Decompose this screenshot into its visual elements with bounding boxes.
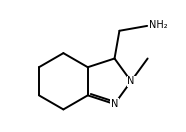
Text: N: N <box>111 99 118 109</box>
Text: N: N <box>127 76 135 86</box>
Text: NH₂: NH₂ <box>149 20 168 30</box>
